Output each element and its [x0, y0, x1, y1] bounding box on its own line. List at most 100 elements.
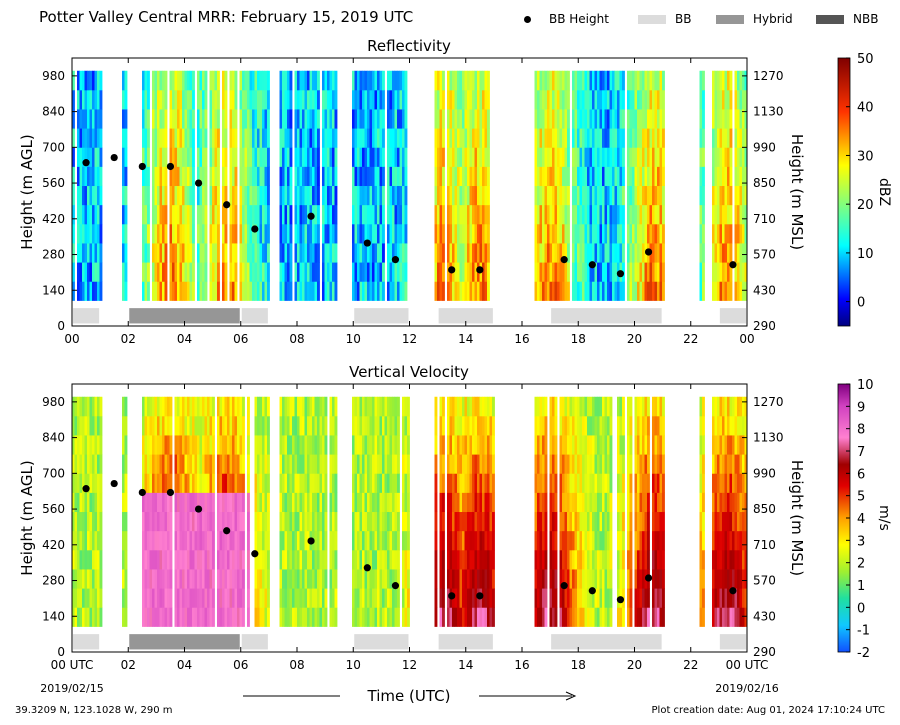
heatmap-cell: [484, 109, 488, 129]
heatmap-cell: [357, 454, 360, 474]
heatmap-cell: [187, 185, 190, 206]
heatmap-cell: [314, 109, 318, 129]
heatmap-cell: [569, 607, 573, 627]
heatmap-cell: [612, 204, 615, 225]
heatmap-cell: [204, 396, 208, 417]
heatmap-cell: [394, 109, 398, 129]
heatmap-cell: [482, 89, 485, 110]
heatmap-cell: [617, 549, 620, 570]
heatmap-cell: [374, 454, 378, 474]
heatmap-cell: [544, 607, 548, 627]
heatmap-cell: [162, 243, 165, 263]
heatmap-cell: [662, 89, 665, 110]
heatmap-cell: [582, 588, 585, 608]
heatmap-cell: [162, 204, 165, 225]
heatmap-cell: [582, 607, 585, 627]
heatmap-cell: [94, 396, 98, 417]
heatmap-cell: [464, 588, 468, 608]
heatmap-cell: [262, 89, 265, 110]
heatmap-cell: [364, 223, 368, 244]
heatmap-cell: [192, 588, 195, 608]
heatmap-cell: [327, 243, 330, 263]
heatmap-cell: [79, 204, 83, 225]
heatmap-cell: [392, 243, 395, 263]
heatmap-cell: [124, 70, 128, 91]
heatmap-cell: [144, 166, 148, 187]
heatmap-cell: [737, 89, 740, 110]
heatmap-cell: [379, 549, 383, 570]
heatmap-cell: [167, 396, 170, 417]
heatmap-cell: [317, 454, 320, 474]
heatmap-cell: [154, 530, 158, 551]
heatmap-cell: [182, 415, 185, 436]
heatmap-cell: [147, 396, 150, 417]
heatmap-cell: [332, 511, 335, 532]
heatmap-cell: [719, 166, 723, 187]
heatmap-cell: [334, 454, 338, 474]
heatmap-cell: [122, 530, 125, 551]
heatmap-cell: [287, 147, 290, 167]
heatmap-cell: [192, 511, 195, 532]
heatmap-cell: [367, 262, 370, 282]
heatmap-cell: [699, 147, 703, 167]
heatmap-cell: [179, 128, 183, 148]
heatmap-cell: [122, 204, 125, 225]
heatmap-cell: [599, 549, 603, 570]
heatmap-cell: [162, 415, 165, 436]
heatmap-cell: [154, 454, 158, 474]
heatmap-cell: [724, 415, 728, 436]
heatmap-cell: [229, 185, 233, 206]
heatmap-cell: [702, 89, 705, 110]
heatmap-cell: [189, 473, 193, 493]
heatmap-cell: [99, 281, 103, 301]
heatmap-cell: [472, 435, 475, 455]
heatmap-cell: [247, 569, 250, 589]
heatmap-cell: [367, 281, 370, 301]
heatmap-cell: [564, 530, 568, 551]
heatmap-cell: [207, 435, 210, 455]
heatmap-cell: [449, 396, 453, 417]
heatmap-cell: [404, 128, 408, 148]
heatmap-cell: [559, 511, 563, 532]
heatmap-cell: [279, 549, 283, 570]
heatmap-cell: [79, 89, 83, 110]
heatmap-cell: [142, 435, 145, 455]
heatmap-cell: [729, 473, 733, 493]
heatmap-cell: [87, 492, 90, 513]
heatmap-cell: [699, 281, 703, 301]
heatmap-cell: [294, 262, 298, 282]
heatmap-cell: [322, 473, 325, 493]
heatmap-cell: [259, 415, 263, 436]
heatmap-cell: [157, 549, 160, 570]
heatmap-cell: [294, 588, 298, 608]
heatmap-cell: [262, 588, 265, 608]
heatmap-cell: [579, 70, 583, 91]
heatmap-cell: [167, 511, 170, 532]
heatmap-cell: [434, 530, 438, 551]
heatmap-cell: [434, 588, 438, 608]
heatmap-cell: [169, 281, 173, 301]
heatmap-cell: [724, 607, 728, 627]
heatmap-cell: [579, 128, 583, 148]
heatmap-cell: [317, 511, 320, 532]
heatmap-cell: [727, 435, 730, 455]
heatmap-cell: [374, 185, 378, 206]
heatmap-cell: [372, 435, 375, 455]
heatmap-cell: [449, 473, 453, 493]
heatmap-cell: [82, 492, 85, 513]
heatmap-cell: [322, 204, 325, 225]
heatmap-cell: [202, 281, 205, 301]
heatmap-cell: [564, 492, 568, 513]
heatmap-cell: [619, 607, 623, 627]
heatmap-cell: [357, 89, 360, 110]
heatmap-cell: [162, 530, 165, 551]
heatmap-cell: [82, 128, 85, 148]
heatmap-cell: [449, 281, 453, 301]
heatmap-cell: [182, 147, 185, 167]
heatmap-cell: [592, 530, 595, 551]
heatmap-cell: [459, 109, 463, 129]
heatmap-cell: [729, 549, 733, 570]
heatmap-cell: [72, 204, 75, 225]
heatmap-cell: [639, 492, 643, 513]
heatmap-cell: [477, 166, 480, 187]
